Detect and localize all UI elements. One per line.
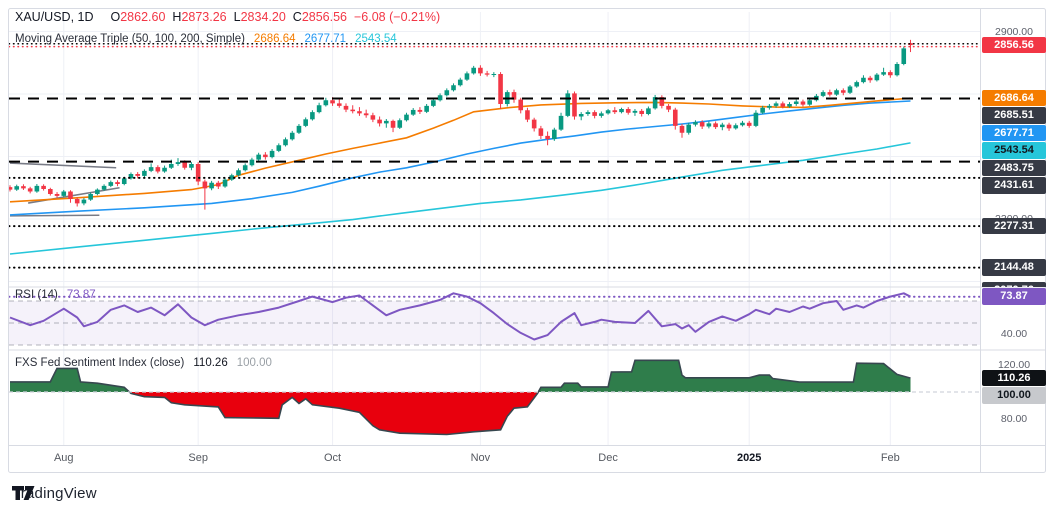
- open-label: O: [110, 10, 121, 24]
- low-label: L: [233, 10, 241, 24]
- axis-label: 40.00: [1000, 328, 1028, 340]
- time-axis-label: Aug: [53, 452, 74, 464]
- ma50-value: 2686.64: [253, 33, 296, 45]
- close-value: 2856.56: [301, 10, 347, 24]
- time-axis[interactable]: Aug Sep Oct Nov Dec 2025 Feb: [0, 446, 980, 472]
- sentiment-indicator-header[interactable]: FXS Fed Sentiment Index (close) 110.26 100…: [15, 357, 272, 369]
- axis-label: 2900.00: [995, 25, 1033, 38]
- rsi-label[interactable]: RSI (14): [15, 289, 58, 301]
- axis-badge: 2856.56: [982, 36, 1046, 54]
- high-value: 2873.26: [181, 10, 227, 24]
- time-axis-label: Sep: [188, 452, 208, 464]
- axis-badge: 100.00: [982, 387, 1046, 404]
- axis-label: 80.00: [1000, 413, 1028, 425]
- rsi-value: 73.87: [66, 289, 96, 301]
- axis-badge: 2070.76: [982, 282, 1046, 287]
- rsi-axis[interactable]: 40.00 73.87: [981, 287, 1050, 350]
- price-axis[interactable]: 2900.002300.002856.562686.642685.512677.…: [981, 8, 1050, 287]
- tradingview-logo[interactable]: TradingView: [12, 485, 97, 502]
- sentiment-axis[interactable]: 120.00 80.00 110.26 100.00: [981, 350, 1050, 445]
- sentiment-negative-area: [10, 392, 911, 435]
- ma-indicator-header[interactable]: Moving Average Triple (50, 100, 200, Sim…: [15, 33, 397, 45]
- sentiment-positive-area: [10, 360, 911, 392]
- candlestick-series[interactable]: [8, 39, 913, 210]
- tradingview-logo-icon: [12, 486, 35, 500]
- axis-badge: 2483.75: [982, 159, 1046, 177]
- change-value: −6.08 (−0.21%): [354, 10, 441, 24]
- sentiment-line[interactable]: [10, 359, 911, 436]
- axis-badge: 73.87: [982, 288, 1046, 305]
- time-axis-label: Feb: [880, 452, 900, 464]
- tradingview-wordmark: TradingView: [12, 485, 97, 502]
- sentiment-baseline-value: 100.00: [236, 357, 272, 369]
- symbol-title[interactable]: XAU/USD, 1D: [15, 10, 94, 24]
- axis-badge: 2677.71: [982, 124, 1046, 142]
- sentiment-value: 110.26: [193, 357, 228, 369]
- high-label: H: [172, 10, 182, 24]
- close-label: C: [292, 10, 302, 24]
- open-value: 2862.60: [120, 10, 166, 24]
- rsi-line[interactable]: [9, 292, 911, 341]
- ohlc-header[interactable]: XAU/USD, 1D O2862.60 H2873.26 L2834.20 C2856…: [15, 10, 440, 24]
- axis-badge: 2277.31: [982, 217, 1046, 235]
- sentiment-label[interactable]: FXS Fed Sentiment Index (close): [15, 357, 185, 369]
- ma200-line[interactable]: [9, 142, 911, 255]
- ma200-value: 2543.54: [355, 33, 397, 45]
- axis-badge: 110.26: [982, 369, 1046, 387]
- time-axis-label: 2025: [736, 452, 762, 464]
- time-axis-label: Nov: [470, 452, 491, 464]
- chart-frame: [8, 8, 1046, 473]
- rsi-band: [9, 301, 980, 345]
- ma-indicator-label[interactable]: Moving Average Triple (50, 100, 200, Sim…: [15, 33, 245, 45]
- axis-badge: 2543.54: [982, 142, 1046, 159]
- axis-badge: 2431.61: [982, 177, 1046, 194]
- axis-badge: 2686.64: [982, 89, 1046, 107]
- horizontal-levels[interactable]: [8, 42, 981, 269]
- rsi-indicator-header[interactable]: RSI (14) 73.87: [15, 289, 96, 301]
- ma100-line[interactable]: [9, 100, 911, 216]
- gridlines: [9, 12, 980, 445]
- axis-label: 120.00: [997, 359, 1031, 371]
- time-axis-label: Dec: [598, 452, 618, 464]
- axis-badge: 2685.51: [982, 107, 1046, 124]
- ma50-line[interactable]: [9, 97, 911, 203]
- ma100-value: 2677.71: [304, 33, 347, 45]
- axis-badge: 2144.48: [982, 259, 1046, 276]
- low-value: 2834.20: [240, 10, 286, 24]
- time-axis-label: Oct: [323, 452, 342, 464]
